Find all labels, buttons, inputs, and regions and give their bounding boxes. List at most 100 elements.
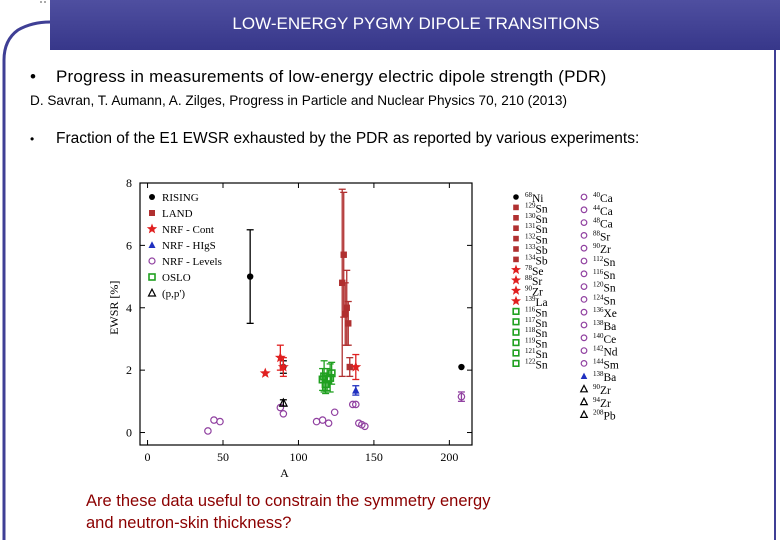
nucleus-element: Ce	[604, 334, 617, 346]
data-point-shape	[361, 422, 369, 431]
data-point-shape	[278, 397, 289, 407]
nucleus-element: Zr	[600, 244, 611, 256]
nucleus-marker-shape	[579, 396, 589, 406]
nucleus-marker-shape	[513, 215, 519, 221]
legend-marker-shape	[148, 241, 156, 248]
nucleus-label: 131Sn	[525, 222, 548, 236]
data-point	[340, 251, 347, 258]
data-point-shape	[342, 310, 349, 318]
data-point	[246, 273, 254, 280]
nucleus-marker-shape	[512, 349, 520, 357]
nucleus-mass: 136	[593, 306, 604, 314]
nucleus-marker-shape	[580, 334, 588, 342]
nucleus-element: Ca	[600, 193, 613, 205]
nucleus-marker-shape	[580, 257, 588, 265]
nucleus-label: 122Sn	[525, 357, 548, 371]
nucleus-mass: 122	[525, 357, 536, 365]
legend-entry: (p,p')	[162, 288, 185, 300]
nucleus-mass: 120	[593, 281, 604, 289]
nucleus-label: 208Pb	[593, 409, 616, 423]
nucleus-element: Sn	[535, 318, 547, 330]
nucleus-element: Zr	[600, 398, 611, 410]
x-tick-label: 200	[440, 450, 458, 464]
legend-marker-shape	[148, 257, 156, 265]
nucleus-label: 142Nd	[593, 345, 618, 359]
nucleus-marker	[580, 232, 588, 239]
nucleus-marker	[513, 256, 519, 263]
data-point-shape	[246, 273, 254, 280]
nucleus-label: 136Xe	[593, 306, 617, 320]
x-tick-label: 0	[145, 450, 151, 464]
nucleus-label: 90Zr	[593, 383, 611, 397]
data-point	[210, 416, 218, 424]
nucleus-marker-shape	[512, 307, 520, 316]
nucleus-marker	[580, 244, 588, 252]
nucleus-element: Se	[532, 266, 544, 278]
bullet-fraction-text: Fraction of the E1 EWSR exhausted by the…	[56, 130, 640, 147]
y-tick-label: 4	[126, 301, 132, 315]
nucleus-marker	[512, 349, 520, 357]
nucleus-label: 94Zr	[593, 396, 611, 410]
nucleus-marker	[512, 328, 520, 336]
nucleus-label: 138Ba	[593, 319, 616, 333]
nucleus-element: Sn	[604, 295, 616, 307]
legend-marker-shape	[147, 287, 157, 297]
legend-marker	[149, 210, 155, 216]
data-point	[326, 373, 335, 382]
nucleus-label: 120Sn	[593, 281, 616, 295]
nucleus-marker-shape	[580, 321, 588, 329]
legend-entry: NRF - Levels	[162, 256, 222, 268]
nucleus-marker	[511, 285, 521, 295]
nucleus-label: 124Sn	[593, 293, 616, 307]
nucleus-mass: 138	[593, 370, 604, 378]
nucleus-element: Ca	[600, 219, 613, 231]
nucleus-mass: 131	[525, 222, 536, 230]
nucleus-marker	[580, 193, 588, 201]
nucleus-marker-shape	[513, 225, 519, 231]
nucleus-marker-shape	[579, 409, 589, 418]
nucleus-marker-shape	[580, 308, 588, 316]
data-point	[348, 400, 357, 409]
nucleus-mass: 208	[593, 409, 604, 417]
data-point-shape	[327, 369, 336, 378]
nucleus-marker-shape	[580, 206, 588, 214]
nucleus-mass: 88	[525, 274, 533, 282]
nucleus-label: 68Ni	[525, 191, 544, 205]
nucleus-marker-shape	[580, 219, 588, 226]
legend-marker	[148, 273, 156, 281]
nucleus-element: Sn	[603, 270, 615, 282]
data-point	[278, 397, 289, 407]
slide-title: LOW-ENERGY PYGMY DIPOLE TRANSITIONS	[232, 14, 600, 33]
data-point-shape	[457, 392, 466, 401]
nucleus-marker-shape	[579, 384, 589, 393]
data-point-shape	[277, 361, 289, 372]
nucleus-label: 112Sn	[593, 255, 616, 269]
data-point-shape	[346, 363, 353, 371]
nucleus-marker-shape	[580, 270, 588, 278]
nucleus-marker	[511, 264, 521, 275]
nucleus-marker	[580, 257, 588, 265]
nucleus-element: La	[536, 297, 548, 309]
x-tick-label: 150	[365, 450, 383, 464]
nucleus-element: Nd	[604, 347, 618, 359]
nucleus-element: Sn	[535, 339, 547, 351]
nucleus-element: Ca	[600, 206, 613, 218]
data-point-shape	[326, 373, 335, 382]
data-point	[277, 361, 289, 372]
nucleus-marker-shape	[512, 359, 520, 368]
nucleus-marker	[512, 318, 520, 326]
data-point-shape	[352, 386, 360, 394]
data-point	[343, 304, 350, 311]
nucleus-marker	[580, 206, 588, 214]
nucleus-marker-shape	[511, 295, 521, 306]
nucleus-marker	[579, 409, 589, 418]
data-point	[259, 367, 271, 378]
title-band	[50, 0, 780, 50]
nucleus-mass: 94	[593, 396, 601, 404]
data-point-shape	[352, 400, 360, 409]
nucleus-label: 129Sn	[525, 201, 548, 215]
nucleus-mass: 116	[593, 268, 604, 276]
nucleus-marker	[579, 396, 589, 406]
data-point-shape	[312, 417, 321, 426]
nucleus-mass: 44	[593, 204, 601, 212]
